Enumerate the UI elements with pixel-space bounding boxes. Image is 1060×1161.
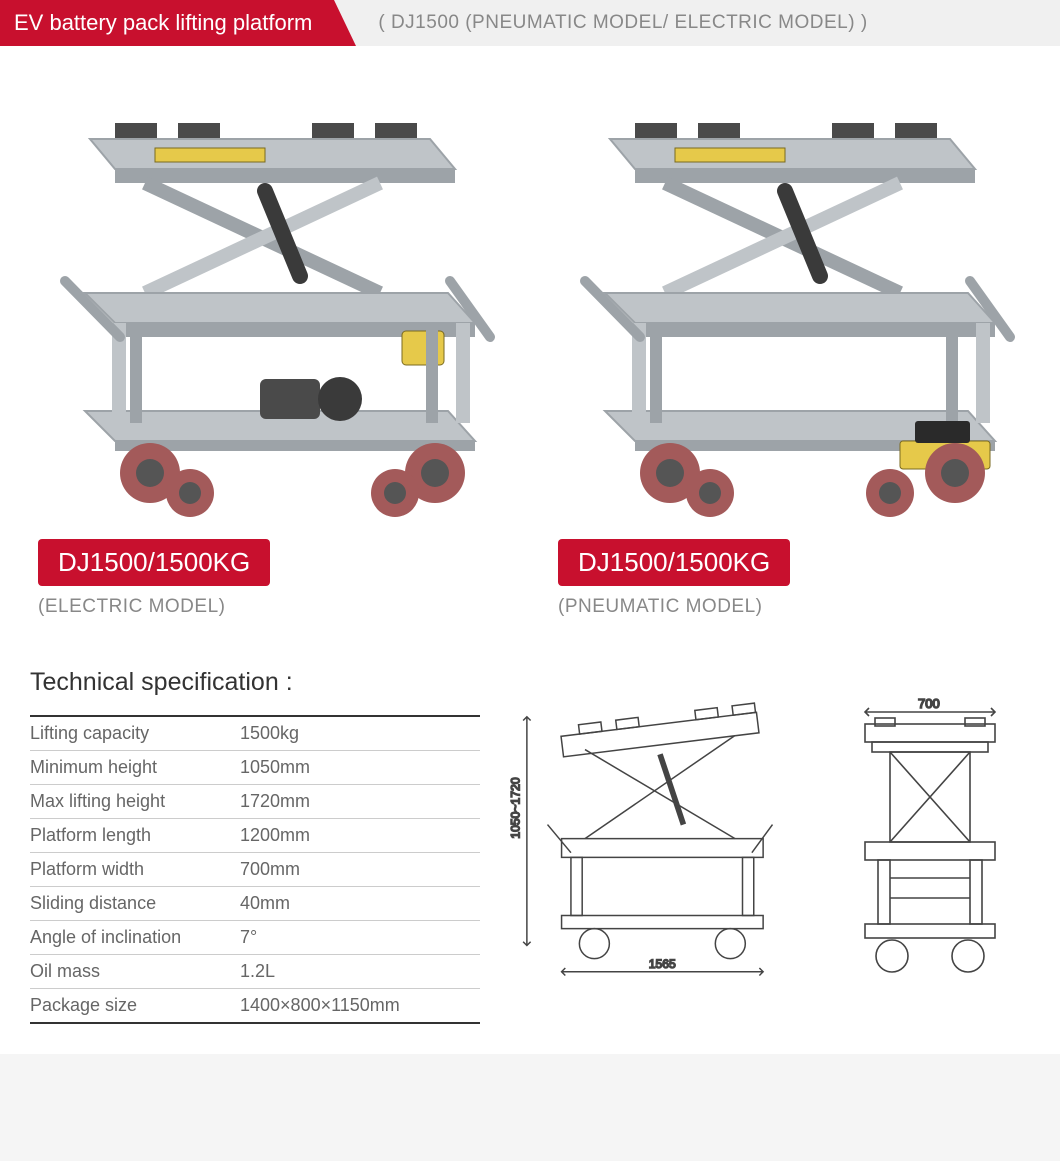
spec-row: Package size1400×800×1150mm [30,989,480,1022]
spec-value: 1200mm [240,825,480,846]
specs-title: Technical specification : [30,668,480,697]
model-type-electric: (ELECTRIC MODEL) [38,596,225,618]
spec-value: 1400×800×1150mm [240,995,480,1016]
spec-row: Oil mass1.2L [30,955,480,989]
specs-table: Lifting capacity1500kg Minimum height105… [30,715,480,1024]
lift-pneumatic-icon [550,101,1030,521]
product-pneumatic: DJ1500/1500KG (PNEUMATIC MODEL) [550,101,1030,618]
spec-value: 7° [240,927,480,948]
spec-row: Angle of inclination7° [30,921,480,955]
model-badge-pneumatic: DJ1500/1500KG [558,539,790,586]
dim-length: 1565 [649,957,676,971]
diagram-area: 1050~1720 [510,668,1030,1024]
page-title: EV battery pack lifting platform [0,0,334,46]
diagram-side-view-icon: 1050~1720 [510,698,810,984]
spec-row: Platform length1200mm [30,819,480,853]
spec-label: Package size [30,995,240,1016]
model-type-pneumatic: (PNEUMATIC MODEL) [558,596,762,618]
specs-section: Technical specification : Lifting capaci… [0,638,1060,1054]
spec-label: Platform length [30,825,240,846]
spec-value: 1.2L [240,961,480,982]
product-sheet: EV battery pack lifting platform ( DJ150… [0,0,1060,1054]
spec-value: 700mm [240,859,480,880]
page-subtitle: ( DJ1500 (PNEUMATIC MODEL/ ELECTRIC MODE… [334,0,867,46]
header-bar: EV battery pack lifting platform ( DJ150… [0,0,1060,46]
spec-row: Max lifting height1720mm [30,785,480,819]
dim-height: 1050~1720 [510,777,522,838]
spec-label: Max lifting height [30,791,240,812]
specs-table-area: Technical specification : Lifting capaci… [30,668,480,1024]
lift-electric-icon [30,101,510,521]
spec-row: Lifting capacity1500kg [30,717,480,751]
model-badge-electric: DJ1500/1500KG [38,539,270,586]
spec-label: Sliding distance [30,893,240,914]
spec-row: Sliding distance40mm [30,887,480,921]
spec-value: 40mm [240,893,480,914]
diagram-front-view-icon: 700 [830,698,1030,1003]
spec-label: Minimum height [30,757,240,778]
spec-label: Platform width [30,859,240,880]
spec-row: Minimum height1050mm [30,751,480,785]
dim-width: 700 [918,698,940,711]
spec-value: 1500kg [240,723,480,744]
product-electric: DJ1500/1500KG (ELECTRIC MODEL) [30,101,510,618]
spec-label: Oil mass [30,961,240,982]
spec-value: 1720mm [240,791,480,812]
spec-row: Platform width700mm [30,853,480,887]
spec-label: Angle of inclination [30,927,240,948]
spec-label: Lifting capacity [30,723,240,744]
product-images-row: DJ1500/1500KG (ELECTRIC MODEL) [0,46,1060,638]
spec-value: 1050mm [240,757,480,778]
